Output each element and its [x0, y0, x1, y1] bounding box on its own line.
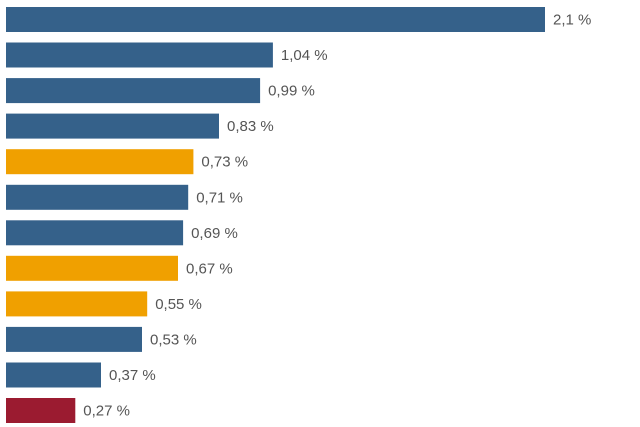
- bar-5: [6, 184, 189, 210]
- value-label-group: 2,1 % 1,04 % 0,99 % 0,83 % 0,73 % 0,71 % 0,69 …: [83, 12, 591, 420]
- bar-4: [6, 149, 194, 175]
- bar-9: [6, 326, 142, 352]
- bar-value-label-1: 1,04 %: [281, 47, 328, 64]
- bar-11: [6, 398, 76, 423]
- bar-value-label-6: 0,69 %: [191, 225, 238, 242]
- bar-value-label-0: 2,1 %: [553, 12, 591, 29]
- bar-value-label-8: 0,55 %: [155, 296, 202, 313]
- bar-value-label-3: 0,83 %: [227, 118, 274, 135]
- bar-group: [6, 7, 545, 423]
- bar-value-label-10: 0,37 %: [109, 367, 156, 384]
- bar-value-label-11: 0,27 %: [83, 403, 130, 420]
- bar-value-label-4: 0,73 %: [201, 154, 248, 171]
- bar-value-label-2: 0,99 %: [268, 83, 315, 100]
- bar-value-label-7: 0,67 %: [186, 260, 233, 277]
- bar-value-label-9: 0,53 %: [150, 331, 197, 348]
- bar-8: [6, 291, 148, 317]
- bar-7: [6, 255, 178, 281]
- bar-1: [6, 42, 273, 68]
- bar-6: [6, 220, 184, 246]
- bar-2: [6, 78, 261, 104]
- bar-10: [6, 362, 101, 388]
- bar-0: [6, 7, 545, 32]
- bar-value-label-5: 0,71 %: [196, 189, 243, 206]
- bar-3: [6, 113, 219, 139]
